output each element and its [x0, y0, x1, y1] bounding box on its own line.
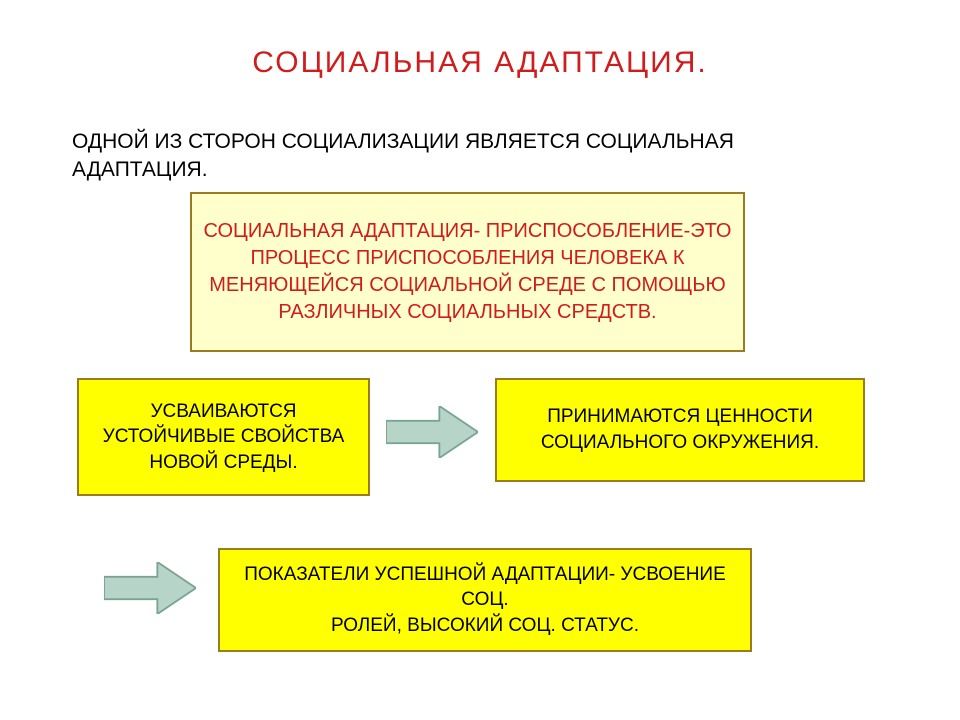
arrow-right-icon: [104, 562, 196, 614]
page-title: СОЦИАЛЬНАЯ АДАПТАЦИЯ.: [0, 46, 960, 80]
bottom-box: ПОКАЗАТЕЛИ УСПЕШНОЙ АДАПТАЦИИ- УСВОЕНИЕ …: [218, 548, 752, 652]
definition-box: СОЦИАЛЬНАЯ АДАПТАЦИЯ- ПРИСПОСОБЛЕНИЕ-ЭТО…: [190, 192, 745, 352]
arrow-right-icon: [386, 406, 478, 458]
bottom-box-text: ПОКАЗАТЕЛИ УСПЕШНОЙ АДАПТАЦИИ- УСВОЕНИЕ …: [230, 562, 740, 639]
right-box-text: ПРИНИМАЮТСЯ ЦЕННОСТИ СОЦИАЛЬНОГО ОКРУЖЕН…: [507, 404, 853, 455]
left-box: УСВАИВАЮТСЯ УСТОЙЧИВЫЕ СВОЙСТВА НОВОЙ СР…: [77, 378, 370, 496]
right-box: ПРИНИМАЮТСЯ ЦЕННОСТИ СОЦИАЛЬНОГО ОКРУЖЕН…: [495, 378, 865, 482]
left-box-text: УСВАИВАЮТСЯ УСТОЙЧИВЫЕ СВОЙСТВА НОВОЙ СР…: [89, 399, 358, 476]
definition-text: СОЦИАЛЬНАЯ АДАПТАЦИЯ- ПРИСПОСОБЛЕНИЕ-ЭТО…: [202, 218, 733, 326]
intro-text: ОДНОЙ ИЗ СТОРОН СОЦИАЛИЗАЦИИ ЯВЛЯЕТСЯ СО…: [72, 128, 832, 185]
